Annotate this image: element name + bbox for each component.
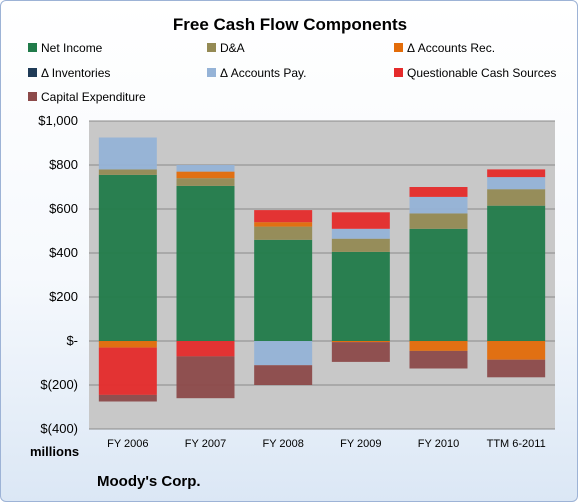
bar-segment-accounts-pay: [254, 341, 313, 366]
legend-item-capital-expenditure: Capital Expenditure: [28, 90, 146, 104]
bar-segment-questionable-cash-sources: [409, 187, 468, 197]
bar-segment-questionable-cash-sources: [176, 341, 235, 357]
legend-swatch: [394, 68, 403, 77]
legend-swatch: [28, 68, 37, 77]
bar-segment-questionable-cash-sources: [331, 212, 390, 229]
x-tick-label: TTM 6-2011: [487, 438, 546, 450]
legend-item-accounts-rec: Δ Accounts Rec.: [394, 41, 495, 55]
y-tick-label: $1,000: [38, 113, 78, 128]
bar-segment-accounts-rec: [254, 222, 313, 227]
bar-segment-capital-expenditure: [331, 342, 390, 362]
bar-segment-questionable-cash-sources: [254, 210, 313, 223]
bar-segment-net-income: [98, 174, 157, 341]
bar-segment-d-a: [176, 178, 235, 186]
legend-item-net-income: Net Income: [28, 41, 102, 55]
chart-title: Free Cash Flow Components: [172, 15, 408, 34]
x-tick-label: FY 2008: [262, 438, 303, 450]
bar-segment-accounts-rec: [176, 171, 235, 179]
y-tick-label: $400: [49, 245, 78, 260]
bar-segment-questionable-cash-sources: [487, 169, 546, 178]
legend-label: D&A: [220, 41, 245, 55]
legend-item-accounts-pay: Δ Accounts Pay.: [207, 66, 307, 80]
bar-segment-accounts-pay: [409, 196, 468, 214]
bar-segment-accounts-rec: [487, 341, 546, 360]
plot-area: [89, 121, 555, 429]
legend-swatch: [207, 68, 216, 77]
legend-item-inventories: Δ Inventories: [28, 66, 110, 80]
legend-swatch: [207, 43, 216, 52]
legend-label: Questionable Cash Sources: [407, 66, 557, 80]
bar-segment-d-a: [254, 226, 313, 240]
y-tick-label: $(200): [40, 377, 78, 392]
legend-label: Δ Accounts Pay.: [220, 66, 307, 80]
bar-segment-d-a: [409, 213, 468, 229]
bar-segment-net-income: [254, 239, 313, 341]
bar-segment-capital-expenditure: [254, 365, 313, 385]
bar-segment-net-income: [176, 185, 235, 341]
legend-label: Δ Accounts Rec.: [407, 41, 496, 55]
y-tick-label: $800: [49, 157, 78, 172]
bar-segment-questionable-cash-sources: [98, 347, 157, 395]
x-tick-label: FY 2007: [185, 438, 226, 450]
x-tick-label: FY 2010: [418, 438, 459, 450]
bar-segment-accounts-rec: [409, 341, 468, 351]
bar-segment-capital-expenditure: [98, 394, 157, 402]
legend-swatch: [28, 92, 37, 101]
bar-segment-capital-expenditure: [409, 350, 468, 369]
units-label: millions: [30, 444, 80, 459]
bar-segment-accounts-pay: [98, 137, 157, 170]
bar-segment-net-income: [331, 251, 390, 341]
legend-label: Capital Expenditure: [41, 90, 146, 104]
bar-segment-accounts-rec: [98, 341, 157, 348]
x-tick-label: FY 2009: [340, 438, 381, 450]
bar-segment-d-a: [331, 238, 390, 252]
y-tick-label: $600: [49, 201, 78, 216]
bar-segment-accounts-pay: [331, 228, 390, 239]
legend-item-questionable-cash: Questionable Cash Sources: [394, 66, 556, 80]
company-name: Moody's Corp.: [97, 473, 201, 490]
legend-swatch: [28, 43, 37, 52]
legend-swatch: [394, 43, 403, 52]
legend-item-d-and-a: D&A: [207, 41, 245, 55]
bar-segment-accounts-pay: [176, 165, 235, 172]
bar-segment-capital-expenditure: [487, 359, 546, 378]
y-tick-label: $200: [49, 289, 78, 304]
y-tick-label: $(400): [40, 421, 78, 436]
legend-label: Δ Inventories: [41, 66, 111, 80]
bar-segment-accounts-rec: [331, 341, 390, 343]
bar-segment-net-income: [409, 228, 468, 341]
bar-segment-capital-expenditure: [176, 356, 235, 399]
x-tick-label: FY 2006: [107, 438, 148, 450]
bar-segment-d-a: [487, 189, 546, 206]
bar-segment-accounts-pay: [487, 177, 546, 190]
bar-segment-d-a: [98, 169, 157, 175]
y-tick-label: $-: [66, 333, 78, 348]
legend-label: Net Income: [41, 41, 103, 55]
bar-segment-net-income: [487, 205, 546, 341]
